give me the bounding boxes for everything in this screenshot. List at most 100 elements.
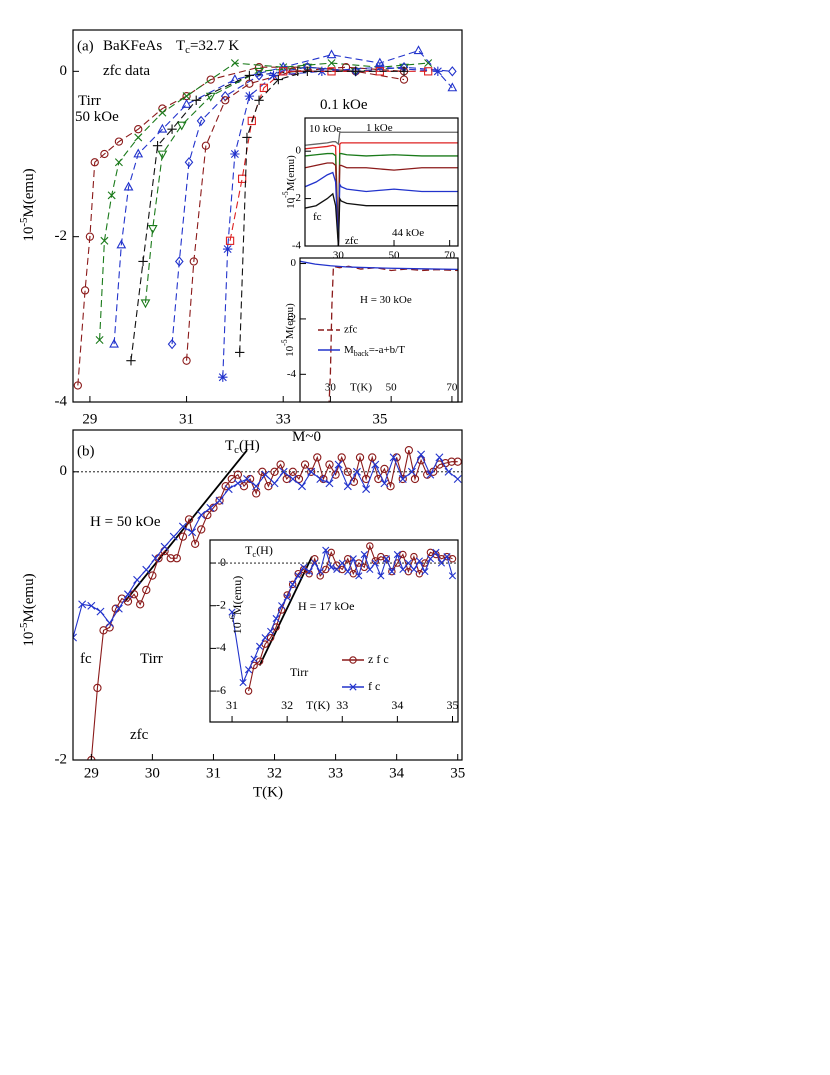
marker-circle <box>252 489 261 498</box>
marker-x <box>327 563 335 571</box>
legend-label: z f c <box>368 652 389 666</box>
legend-label: f c <box>368 679 380 693</box>
marker-triangle <box>254 67 264 77</box>
marker-x <box>182 92 191 101</box>
marker-x <box>338 559 346 567</box>
x-axis-label: T(K) <box>306 698 330 712</box>
legend-marker <box>349 656 357 664</box>
legend-label-part: back <box>354 349 369 358</box>
marker-circle <box>382 555 391 563</box>
chart-panel: 0 -2 -4 30 50 70 10-5M(emu) 10 kOe 1 kOe fc zfc 44 … <box>281 117 459 262</box>
x-tick-label: 32 <box>267 765 282 781</box>
marker-circle <box>166 554 175 563</box>
marker-circle <box>90 158 99 167</box>
frame <box>72 29 463 403</box>
annotation-part: 50 kOe <box>75 109 119 125</box>
x-tick-label: 31 <box>179 411 194 427</box>
marker-x <box>288 475 297 483</box>
marker-plus <box>273 74 284 85</box>
marker-circle <box>114 137 124 146</box>
annotation: H = 30 kOe <box>360 294 412 306</box>
marker-star <box>268 70 279 81</box>
marker-x <box>95 336 104 344</box>
y-axis-label-part: 10 <box>284 345 296 357</box>
y-axis-label-part: M(emu) <box>230 576 244 615</box>
marker-star <box>230 149 240 159</box>
plot-area <box>305 131 458 246</box>
marker-x <box>158 108 167 117</box>
marker-circle <box>129 590 139 599</box>
marker-x <box>107 191 116 200</box>
marker-plus <box>244 70 255 81</box>
marker-circle <box>172 554 181 563</box>
marker-x <box>294 572 302 580</box>
marker-x <box>362 485 371 494</box>
marker-circle <box>283 591 291 599</box>
marker-circle <box>288 467 297 476</box>
marker-x <box>444 467 453 476</box>
x-tick-label: 33 <box>276 411 291 427</box>
marker-circle <box>453 457 462 466</box>
marker-x <box>279 467 288 476</box>
marker-triangle <box>157 123 168 133</box>
series-line <box>305 142 458 246</box>
marker-circle <box>148 571 157 580</box>
y-axis-label-part: -6 <box>227 614 237 622</box>
y-tick-label: -2 <box>55 751 68 767</box>
plot-area <box>73 45 458 390</box>
x-tick-label: 30 <box>325 382 337 394</box>
marker-circle <box>182 356 191 365</box>
marker-x <box>123 590 132 599</box>
x-tick-label: 50 <box>389 250 401 262</box>
fit-line <box>258 556 313 666</box>
annotation: Tc(H) <box>225 438 260 456</box>
marker-x <box>311 559 319 567</box>
x-tick-label: 31 <box>226 698 238 712</box>
series-line <box>77 66 405 386</box>
annotation: 1 kOe <box>366 122 393 134</box>
marker-circle <box>307 467 316 476</box>
marker-x <box>100 236 109 245</box>
marker-triangle <box>278 61 289 71</box>
marker-plus <box>242 132 252 143</box>
marker-star <box>433 66 443 77</box>
marker-x <box>272 614 280 623</box>
y-tick-label: -4 <box>292 240 302 252</box>
chart-panel: 0 -2 -4 30 50 70 10-5M(emu) T(K) H = 30 kOe zfc Mb… <box>280 257 459 403</box>
plot-background <box>305 118 458 246</box>
marker-x <box>142 565 151 574</box>
y-tick-label: -2 <box>55 228 68 244</box>
annotation: 10 kOe <box>309 123 341 135</box>
marker-star <box>244 91 255 101</box>
marker-diamond <box>448 66 457 77</box>
x-axis-label: T(K) <box>350 382 372 394</box>
marker-triangle <box>133 148 144 158</box>
marker-circle <box>432 550 440 559</box>
marker-plus <box>399 66 409 77</box>
annotation: H = 17 kOe <box>298 599 354 613</box>
marker-circle <box>93 683 102 693</box>
series-line <box>300 260 458 271</box>
plot-area <box>73 446 462 760</box>
marker-plus <box>152 141 163 151</box>
marker-x <box>270 479 279 488</box>
marker-x <box>261 634 269 642</box>
x-tick-label: 30 <box>333 250 345 262</box>
marker-circle <box>398 474 407 484</box>
marker-diamond <box>167 338 177 350</box>
marker-circle <box>355 453 365 462</box>
marker-triangle <box>176 121 187 131</box>
marker-x <box>243 475 252 483</box>
marker-x <box>278 602 286 610</box>
series-line <box>231 548 454 685</box>
annotation: zfc <box>130 727 149 743</box>
marker-circle <box>197 525 206 534</box>
y-axis-label-part: -5 <box>18 623 30 632</box>
annotation: BaKFeAs <box>103 38 162 54</box>
marker-x <box>261 470 270 479</box>
annotation-part: H = 17 kOe <box>298 599 354 613</box>
marker-circle <box>410 552 418 561</box>
marker-x <box>344 567 352 576</box>
